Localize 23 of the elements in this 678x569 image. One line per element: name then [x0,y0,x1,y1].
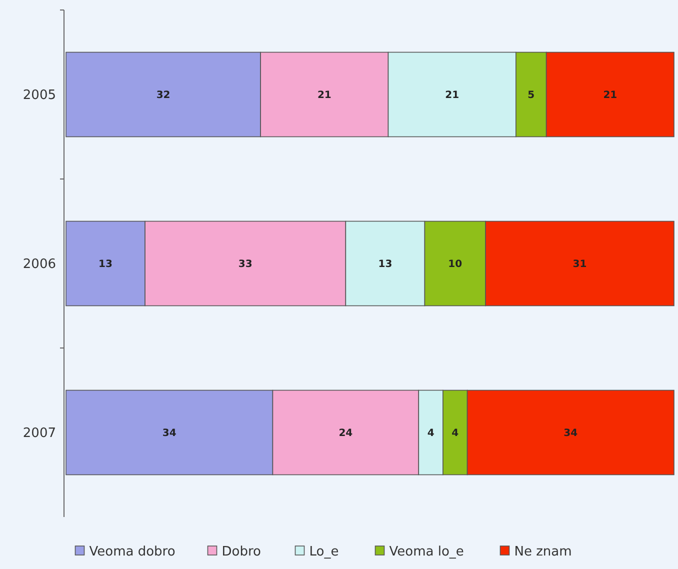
legend-label: Ne znam [514,544,572,560]
data-label: 31 [572,259,587,270]
data-label: 34 [564,428,578,439]
legend-label: Veoma lo_e [389,544,464,560]
data-label: 13 [98,259,113,270]
data-label: 10 [448,259,462,270]
y-tick-label: 2005 [22,88,56,104]
data-label: 32 [156,90,170,101]
legend-label: Veoma dobro [89,544,176,560]
y-tick-label: 2006 [22,257,56,272]
data-label: 5 [528,90,535,101]
y-tick-label: 2007 [22,426,56,442]
legend-label: Dobro [222,544,262,560]
data-label: 4 [452,428,459,439]
legend-label: Lo_e [309,544,339,560]
data-label: 4 [427,428,434,439]
data-label: 33 [238,259,252,270]
data-label: 24 [338,428,353,439]
data-label: 13 [378,259,392,270]
data-label: 34 [162,428,176,439]
data-label: 21 [445,90,460,101]
data-label: 21 [317,90,332,101]
data-label: 21 [603,90,618,101]
